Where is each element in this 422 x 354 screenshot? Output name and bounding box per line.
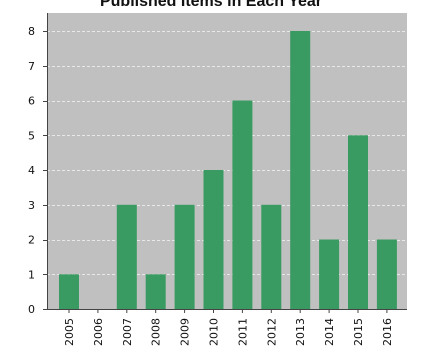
y-tick-label: 6: [28, 95, 35, 108]
x-tick-labels: 2005 2006 2007 2008 2009 2010 2011 2012 2013 2014…: [63, 309, 394, 346]
x-tick-label: 2013: [294, 318, 307, 346]
bar-2015: [348, 135, 368, 310]
y-tick-label: 4: [28, 164, 35, 177]
bar-2012: [261, 204, 282, 310]
bar-2013: [290, 31, 311, 309]
x-tick-label: 2014: [323, 318, 336, 346]
bar-2005: [59, 274, 79, 310]
y-tick-label: 0: [28, 303, 35, 316]
x-tick-label: 2012: [265, 318, 278, 346]
bar-2008: [145, 274, 166, 310]
x-tick-label: 2005: [63, 318, 76, 346]
bar-2014: [319, 239, 340, 309]
y-tick-labels: 0 1 2 3 4 5 6 7 8: [28, 25, 47, 316]
bar-2007: [116, 204, 137, 310]
x-tick-label: 2009: [179, 318, 192, 346]
y-tick-label: 1: [28, 268, 35, 281]
gridlines: [47, 31, 407, 275]
bar-2016: [376, 239, 397, 309]
chart-title: Published Items in Each Year: [99, 0, 322, 10]
bar-2010: [203, 170, 224, 309]
x-tick-label: 2015: [352, 318, 365, 346]
y-tick-label: 7: [28, 60, 35, 73]
y-tick-label: 3: [28, 199, 35, 212]
x-tick-label: 2008: [150, 318, 163, 346]
x-tick-label: 2011: [236, 318, 249, 346]
y-tick-label: 8: [28, 25, 35, 38]
y-tick-label: 2: [28, 234, 35, 247]
bar-2009: [174, 204, 195, 310]
bar-2011: [232, 100, 253, 309]
y-tick-label: 5: [28, 129, 35, 142]
x-tick-label: 2006: [92, 318, 105, 346]
x-tick-label: 2007: [121, 318, 134, 346]
x-tick-label: 2016: [381, 318, 394, 346]
plot-area: [47, 13, 407, 309]
axes: [47, 13, 407, 310]
bars: [59, 31, 397, 310]
x-tick-label: 2010: [208, 318, 221, 346]
